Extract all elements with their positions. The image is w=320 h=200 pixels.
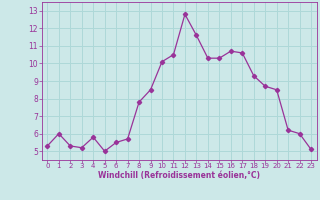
X-axis label: Windchill (Refroidissement éolien,°C): Windchill (Refroidissement éolien,°C) <box>98 171 260 180</box>
